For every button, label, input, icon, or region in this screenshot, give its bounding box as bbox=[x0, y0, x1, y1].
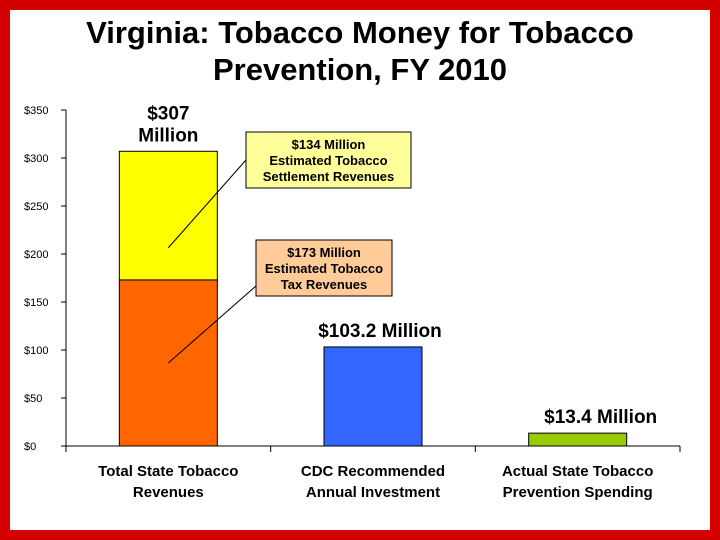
bar-segment bbox=[118, 150, 218, 281]
y-tick-label: $250 bbox=[24, 201, 48, 213]
chart-bars bbox=[118, 150, 628, 447]
callout-text: $173 Million bbox=[287, 245, 361, 260]
x-tick-label: Actual State Tobacco bbox=[502, 463, 653, 480]
y-tick-label: $350 bbox=[24, 105, 48, 117]
y-tick-label: $100 bbox=[24, 345, 48, 357]
x-tick-label: Prevention Spending bbox=[503, 484, 653, 501]
data-label: $307 bbox=[147, 103, 189, 124]
y-tick-label: $50 bbox=[24, 393, 42, 405]
callout-leader-line bbox=[168, 285, 257, 364]
callout-box bbox=[255, 239, 393, 297]
data-label: $103.2 Million bbox=[318, 321, 442, 342]
y-tick-label: $0 bbox=[24, 441, 36, 453]
data-label: $13.4 Million bbox=[544, 407, 657, 428]
x-tick-label: Annual Investment bbox=[306, 484, 440, 501]
data-label: Million bbox=[138, 125, 198, 146]
callout-text: Tax Revenues bbox=[281, 277, 367, 292]
bar-segment bbox=[323, 346, 423, 447]
chart-title-line-1: Virginia: Tobacco Money for Tobacco bbox=[86, 15, 634, 50]
callout-text: Settlement Revenues bbox=[263, 169, 395, 184]
x-tick-label: Total State Tobacco bbox=[98, 463, 238, 480]
y-tick-label: $300 bbox=[24, 153, 48, 165]
chart-title-line-2: Prevention, FY 2010 bbox=[212, 52, 508, 87]
callout-leader-line bbox=[167, 159, 247, 249]
chart-title: Virginia: Tobacco Money for Tobacco Prev… bbox=[0, 14, 720, 88]
callout-text: $134 Million bbox=[292, 137, 366, 152]
x-tick-label: Revenues bbox=[133, 484, 204, 501]
y-tick-label: $200 bbox=[24, 249, 48, 261]
chart-labels: Total State Tobacco Revenues CDC Recommend… bbox=[98, 103, 657, 501]
y-tick-label: $150 bbox=[24, 297, 48, 309]
bar-segment bbox=[118, 279, 218, 447]
callout-text: Estimated Tobacco bbox=[269, 153, 387, 168]
bar-segment bbox=[528, 432, 628, 447]
callout-box bbox=[245, 131, 412, 189]
x-tick-label: CDC Recommended bbox=[301, 463, 445, 480]
callout-text: Estimated Tobacco bbox=[265, 261, 383, 276]
